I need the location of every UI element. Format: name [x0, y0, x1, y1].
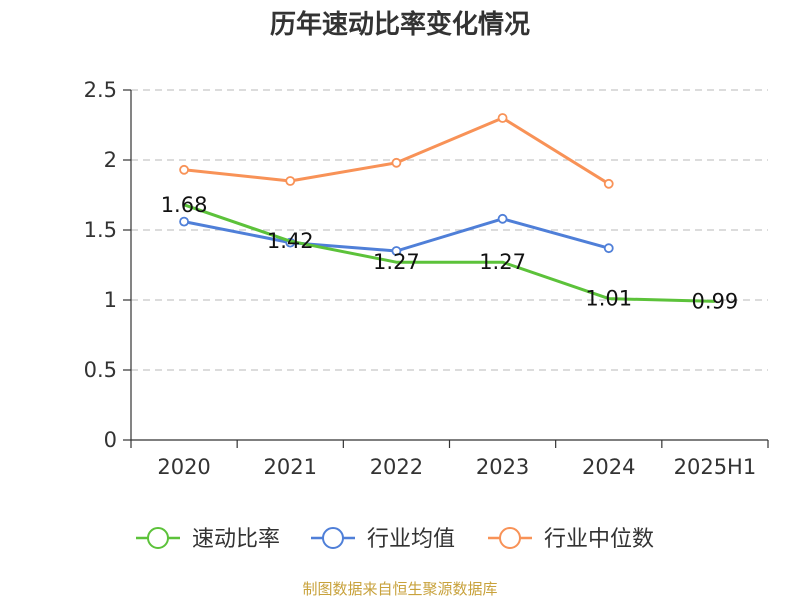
series-行业中位数	[179, 113, 614, 189]
legend-marker	[147, 527, 169, 549]
legend-label: 行业均值	[367, 527, 455, 552]
legend-item-行业均值[interactable]: 行业均值	[311, 527, 455, 552]
legend-item-速动比率[interactable]: 速动比率	[136, 527, 280, 552]
data-label: 1.42	[267, 229, 314, 253]
y-tick-label: 0.5	[84, 358, 117, 382]
chart-title: 历年速动比率变化情况	[269, 10, 530, 40]
y-tick-label: 2	[104, 148, 117, 172]
data-label: 1.68	[161, 193, 208, 217]
data-labels: 1.68 1.42 1.27 1.27 1.01 0.99	[161, 193, 739, 314]
x-tick-label: 2021	[264, 455, 317, 479]
legend-marker	[499, 527, 521, 549]
data-point	[179, 216, 189, 227]
data-label: 1.27	[479, 250, 526, 274]
series-速动比率	[183, 203, 715, 303]
x-tick-label: 2022	[370, 455, 423, 479]
data-point	[285, 176, 296, 186]
legend-item-行业中位数[interactable]: 行业中位数	[488, 527, 654, 552]
axes: 0 0.5 1 1.5 2 2.5 2020 2021 2022 2023 2024 2025H1	[84, 78, 769, 479]
y-tick-label: 1	[104, 288, 117, 312]
data-label: 0.99	[692, 289, 739, 313]
data-point	[497, 213, 508, 224]
y-tick-label: 2.5	[84, 78, 117, 102]
data-point	[497, 113, 508, 123]
legend[interactable]: 速动比率 行业均值 行业中位数	[136, 527, 654, 552]
series	[179, 113, 715, 303]
x-tick-label: 2025H1	[674, 455, 757, 479]
data-point	[391, 157, 402, 168]
data-label: 1.01	[585, 287, 632, 311]
x-tick-label: 2023	[476, 455, 529, 479]
data-point	[603, 243, 614, 254]
series-行业均值	[179, 213, 614, 256]
source-note: 制图数据来自恒生聚源数据库	[302, 580, 498, 598]
legend-label: 速动比率	[192, 527, 280, 552]
legend-marker	[322, 527, 344, 549]
series-line	[183, 203, 715, 303]
y-tick-label: 1.5	[84, 218, 117, 242]
data-point	[391, 246, 402, 256]
data-point	[603, 178, 614, 189]
x-tick-label: 2020	[157, 455, 210, 479]
y-tick-label: 0	[104, 428, 117, 452]
legend-label: 行业中位数	[544, 527, 654, 552]
series-line	[183, 116, 610, 186]
data-label: 1.27	[373, 250, 420, 274]
data-point	[179, 164, 189, 175]
x-tick-label: 2024	[582, 455, 635, 479]
